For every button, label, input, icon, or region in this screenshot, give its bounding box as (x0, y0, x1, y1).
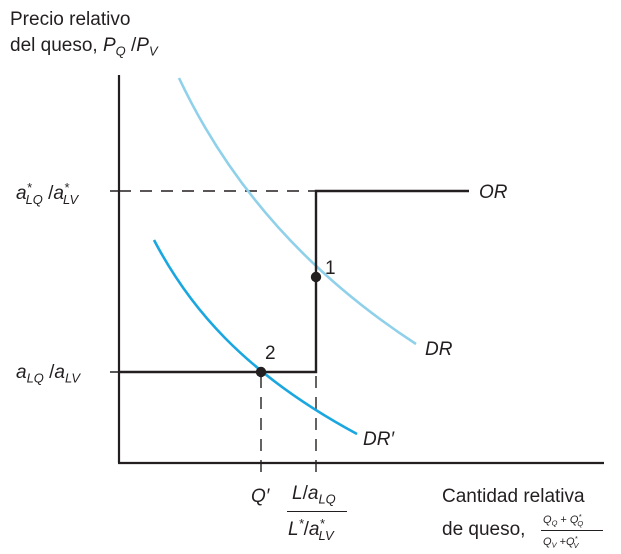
equilibrium-point-1 (310, 271, 322, 283)
x-tick-l-ratio-numerator: L/aLQ (292, 483, 336, 507)
x-axis-fraction-denominator: QV +Q*V (543, 534, 579, 550)
x-tick-q-prime: Q′ (251, 486, 270, 507)
x-axis-fraction-numerator: QQ + Q*Q (543, 512, 584, 528)
y-tick-high-label: a*LQ /a*LV (16, 180, 79, 207)
x-axis-title-line2: de queso, (442, 519, 526, 540)
point-2-label: 2 (265, 343, 276, 364)
y-tick-low-label: aLQ /aLV (16, 362, 81, 386)
x-axis-fraction-bar (541, 530, 603, 531)
y-axis-title-line2: del queso, PQ /PV (10, 35, 158, 59)
or-curve (119, 189, 469, 374)
or-label: OR (479, 182, 508, 203)
point-1-label: 1 (325, 258, 336, 279)
dr-label: DR (425, 339, 453, 360)
dr-prime-label: DR′ (363, 429, 395, 450)
dr-prime-curve (152, 239, 358, 436)
x-tick-l-ratio-denominator: L*/a*LV (288, 516, 334, 543)
y-axis-title-line1: Precio relativo (10, 9, 131, 30)
dr-curve (177, 77, 417, 346)
equilibrium-point-2 (255, 366, 267, 378)
x-axis-title-line1: Cantidad relativa (442, 486, 585, 507)
x-tick-l-ratio-bar (287, 511, 347, 513)
